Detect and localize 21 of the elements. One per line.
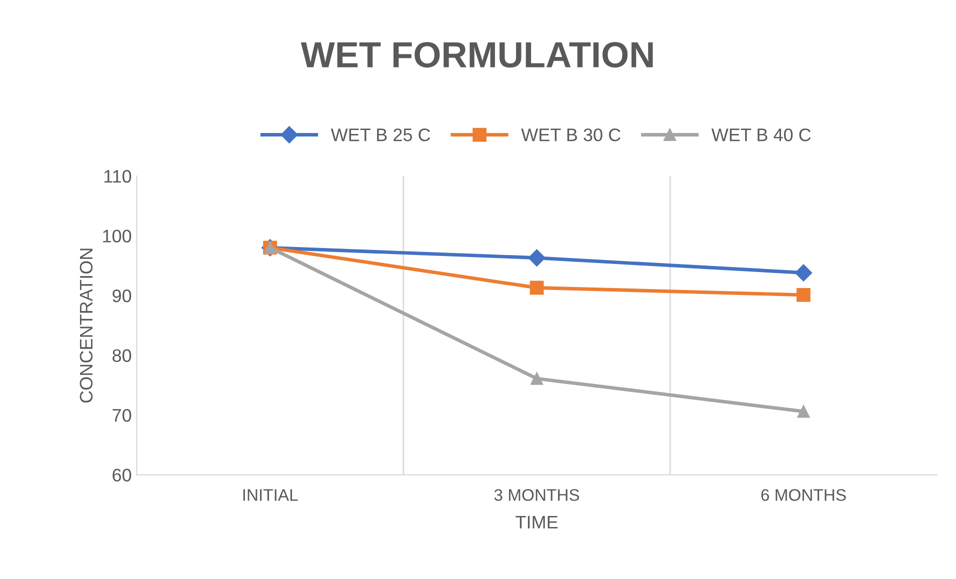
point	[528, 249, 546, 266]
y-tick-label: 70	[112, 408, 132, 422]
y-tick-label: 110	[104, 170, 132, 183]
point	[530, 280, 544, 295]
point	[797, 405, 810, 418]
x-tick-label: 6 MONTHS	[761, 489, 846, 501]
point	[794, 264, 812, 282]
x-tick-label: 3 MONTHS	[494, 489, 580, 501]
legend-label: WET B 40 C	[711, 128, 811, 142]
point	[530, 372, 544, 385]
x-axis-title: TIME	[516, 516, 558, 528]
x-tick-label: INITIAL	[243, 489, 298, 501]
legend-label: WET B 30 C	[521, 128, 620, 142]
chart-title: WET FORMULATION	[300, 42, 653, 68]
y-tick-label: 90	[112, 289, 132, 302]
legend-label: WET B 25 C	[330, 128, 430, 142]
y-tick-label: 80	[112, 349, 132, 362]
y-tick-label: 60	[112, 468, 132, 482]
y-tick-label: 100	[103, 230, 132, 242]
point	[796, 288, 810, 302]
y-axis-title: CONCENTRATION	[80, 248, 93, 403]
